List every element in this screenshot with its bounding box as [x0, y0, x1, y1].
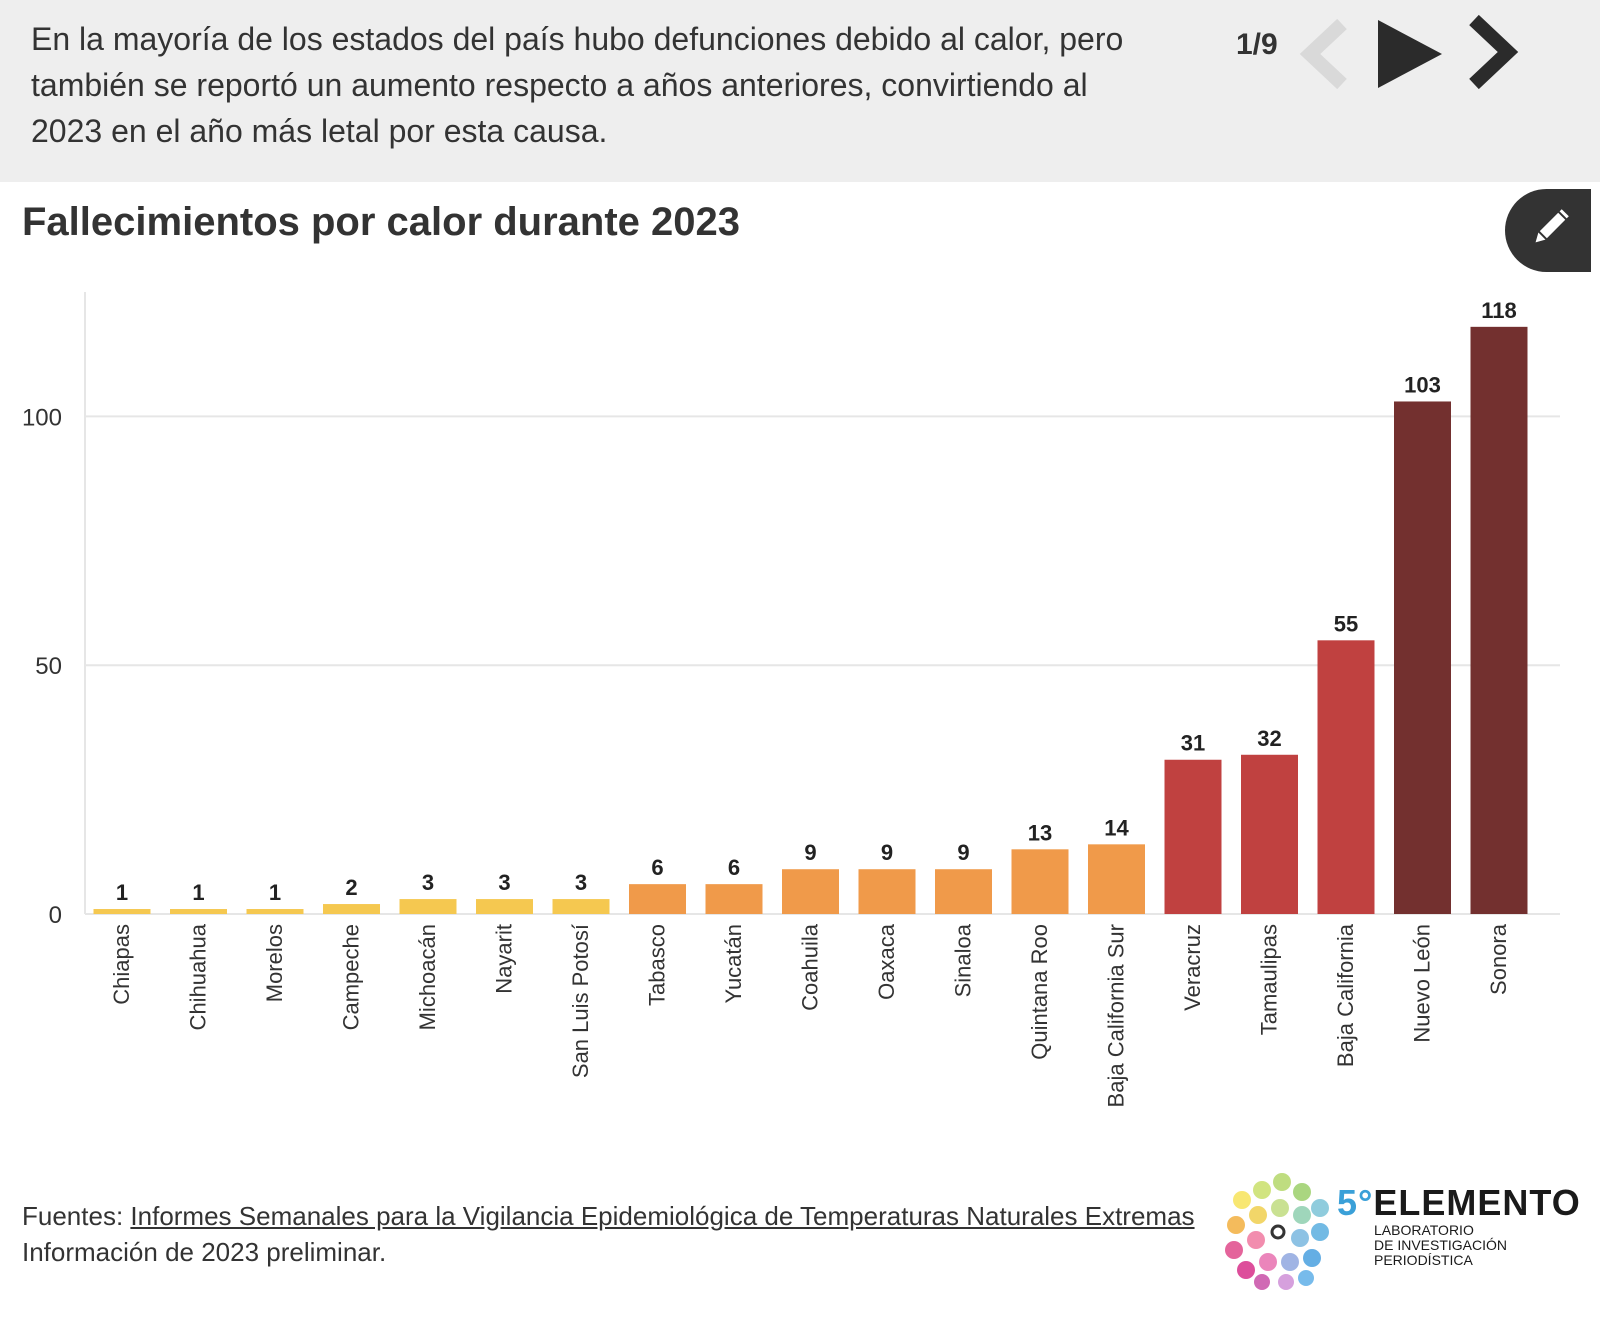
next-button[interactable]: [1452, 14, 1532, 94]
data-label: 6: [728, 855, 740, 880]
bar[interactable]: [93, 909, 151, 914]
story-narrative: En la mayoría de los estados del país hu…: [31, 21, 1124, 149]
preliminary-note: Información de 2023 preliminar.: [22, 1237, 387, 1267]
x-tick-label: Morelos: [262, 924, 287, 1002]
x-tick-label: San Luis Potosí: [568, 924, 593, 1078]
y-tick-label: 50: [35, 653, 62, 680]
data-label: 31: [1181, 731, 1205, 756]
bar[interactable]: [399, 899, 457, 914]
data-label: 3: [575, 870, 587, 895]
x-tick-label: Tabasco: [645, 924, 670, 1006]
bar[interactable]: [1394, 401, 1451, 914]
bar[interactable]: [552, 899, 610, 914]
bar[interactable]: [323, 904, 380, 914]
quinto-elemento-logo: 5°ELEMENTO LABORATORIO DE INVESTIGACIÓN …: [1222, 1170, 1580, 1290]
bar[interactable]: [1164, 759, 1222, 914]
x-tick-label: Chihuahua: [186, 923, 211, 1030]
data-label: 3: [422, 870, 434, 895]
x-tick-label: Michoacán: [415, 924, 440, 1030]
x-tick-label: Nuevo León: [1410, 924, 1435, 1043]
x-tick-label: Campeche: [339, 924, 364, 1030]
bar[interactable]: [1317, 640, 1375, 914]
logo-wordmark: 5°ELEMENTO: [1337, 1182, 1581, 1223]
bar[interactable]: [476, 899, 533, 914]
previous-button[interactable]: [1290, 14, 1370, 94]
bar[interactable]: [1011, 849, 1069, 914]
x-tick-label: Quintana Roo: [1027, 924, 1052, 1060]
y-tick-label: 0: [49, 902, 62, 929]
data-label: 13: [1028, 820, 1052, 845]
chevron-left-icon: [1299, 18, 1347, 90]
y-tick-label: 100: [22, 404, 62, 431]
data-label: 9: [957, 840, 969, 865]
x-tick-label: Nayarit: [492, 924, 517, 994]
data-label: 3: [498, 870, 510, 895]
logo-subtitle: LABORATORIO DE INVESTIGACIÓN PERIODÍSTIC…: [1374, 1222, 1508, 1268]
data-label: 14: [1104, 815, 1129, 840]
x-tick-label: Baja California Sur: [1104, 924, 1129, 1107]
bar-chart: 0 50 100 1 Chiapas 1 Chihuahua 1 Morelos 2 Campech…: [22, 292, 1560, 1107]
x-tick-label: Baja California: [1333, 923, 1358, 1067]
x-tick-label: Coahuila: [798, 923, 823, 1011]
play-button[interactable]: [1372, 14, 1452, 94]
data-label: 9: [881, 840, 893, 865]
bar[interactable]: [1241, 754, 1298, 914]
play-icon: [1378, 20, 1442, 88]
x-tick-label: Sinaloa: [951, 923, 976, 997]
data-label: 1: [116, 880, 128, 905]
chart-title: Fallecimientos por calor durante 2023: [22, 200, 741, 244]
edit-button[interactable]: [1505, 189, 1591, 272]
bar[interactable]: [1088, 844, 1145, 914]
bar[interactable]: [705, 884, 763, 914]
data-label: 32: [1257, 726, 1281, 751]
data-label: 9: [804, 840, 816, 865]
bar[interactable]: [935, 869, 992, 914]
data-label: 6: [651, 855, 663, 880]
chevron-right-icon: [1469, 14, 1519, 90]
bar[interactable]: [246, 909, 304, 914]
pencil-icon: [1535, 209, 1569, 243]
bar[interactable]: [170, 909, 227, 914]
data-label: 118: [1481, 298, 1517, 323]
bar[interactable]: [1470, 326, 1528, 914]
x-tick-label: Chiapas: [109, 924, 134, 1005]
x-tick-label: Oaxaca: [874, 923, 899, 1000]
bar[interactable]: [629, 884, 686, 914]
x-tick-label: Tamaulipas: [1257, 924, 1282, 1035]
data-label: 1: [192, 880, 204, 905]
source-note: Fuentes: Informes Semanales para la Vigi…: [22, 1198, 1202, 1270]
data-label: 103: [1404, 372, 1441, 397]
bar[interactable]: [858, 869, 916, 914]
source-link[interactable]: Informes Semanales para la Vigilancia Ep…: [130, 1201, 1195, 1231]
bar[interactable]: [782, 869, 839, 914]
x-tick-label: Sonora: [1486, 923, 1511, 995]
x-tick-label: Yucatán: [721, 924, 746, 1004]
x-tick-label: Veracruz: [1180, 924, 1205, 1011]
molecule-logo-icon: [1225, 1173, 1329, 1290]
slide-counter: 1/9: [1236, 28, 1278, 61]
data-label: 2: [345, 875, 357, 900]
data-label: 55: [1334, 611, 1358, 636]
data-label: 1: [269, 880, 281, 905]
source-prefix: Fuentes:: [22, 1201, 131, 1231]
story-header: En la mayoría de los estados del país hu…: [0, 0, 1600, 182]
